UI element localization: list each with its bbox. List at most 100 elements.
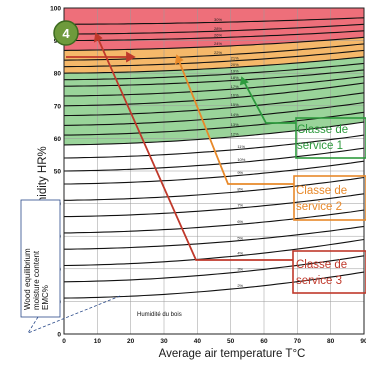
emc-curve-label-6pct: 6%	[237, 219, 243, 224]
x-axis-title: Average air temperature T°C	[159, 348, 306, 360]
x-tick-70: 70	[294, 338, 302, 345]
emc-curve-30pct	[64, 17, 365, 25]
service-class-2: Classe de service 2	[293, 175, 366, 221]
emc-curve-label-17pct: 17%	[231, 84, 239, 89]
service-class-3-label: Classe de service 3	[296, 259, 347, 287]
y-tick-80: 80	[54, 71, 62, 78]
emc-curve-label-30pct: 30%	[214, 17, 222, 22]
service-class-1-label: Classe de service 1	[297, 124, 348, 152]
emc-curve-label-28pct: 28%	[214, 26, 222, 31]
emc-curve-label-5pct: 5%	[237, 235, 243, 240]
arrow-class-3-head	[93, 32, 103, 43]
emc-curve-13pct	[64, 111, 365, 136]
moisture-curves: 2% 3% 4% 5% 6% 7% 8% 9% 10% 11% 12% 13% 14% 15% 16% 17%…	[63, 17, 365, 299]
emc-curve-label-24pct: 24%	[214, 41, 222, 46]
axes	[63, 7, 365, 335]
pointer-arrows	[66, 32, 296, 261]
service-class-1-box	[295, 117, 366, 159]
emc-curve-9pct	[64, 160, 365, 185]
y-tick-50: 50	[54, 169, 62, 176]
emc-curve-label-11pct: 11%	[237, 144, 245, 149]
emc-side-label-line-2: moisture content	[32, 250, 41, 310]
service-class-3: Classe de service 3	[292, 250, 366, 294]
arrow-class-1-head	[239, 76, 249, 86]
emc-side-label-line-1: Wood equilibrium	[23, 248, 32, 310]
x-tick-90: 90	[360, 338, 366, 345]
emc-side-label-line-3: EMC%	[41, 285, 50, 310]
emc-curve-label-4pct: 4%	[237, 250, 243, 255]
emc-curve-26pct	[64, 30, 365, 42]
emc-curve-12pct	[63, 121, 365, 146]
emc-curve-label-22pct: 22%	[214, 50, 222, 55]
x-tick-0: 0	[62, 338, 66, 345]
emc-side-label-box	[20, 199, 61, 318]
emc-curve-7pct	[64, 193, 365, 218]
emc-curve-label-8pct: 8%	[237, 186, 243, 191]
x-tick-labels: 0 10 20 30 40 50 60 70 80 90	[62, 338, 366, 345]
emc-curve-4pct	[63, 238, 365, 267]
plot-frame	[63, 7, 365, 335]
emc-curve-17pct	[63, 75, 365, 97]
emc-curve-label-14pct: 14%	[231, 112, 239, 117]
x-tick-80: 80	[327, 338, 335, 345]
arrow-90-percent-head	[126, 51, 136, 63]
emc-curve-label-18pct: 18%	[231, 75, 239, 80]
arrow-class-2	[176, 55, 294, 185]
emc-curve-10pct	[63, 147, 365, 172]
x-tick-60: 60	[260, 338, 268, 345]
emc-curve-14pct	[63, 101, 365, 126]
emc-curve-18pct	[64, 69, 365, 87]
emc-curve-label-26pct: 26%	[214, 32, 222, 37]
emc-curve-label-7pct: 7%	[237, 203, 243, 208]
emc-curve-5pct	[64, 225, 365, 250]
emc-curve-6pct	[64, 209, 365, 234]
service-class-3-box	[292, 250, 366, 294]
emc-side-label-text: Wood equilibriummoisture contentEMC%	[23, 248, 50, 310]
emc-curve-2pct	[63, 271, 365, 299]
y-tick-100: 100	[50, 6, 61, 13]
emc-curve-11pct	[63, 134, 365, 159]
cls3-line-1: Classe de	[296, 259, 347, 271]
service-class-2-box	[293, 175, 366, 221]
emc-curve-16pct	[63, 82, 365, 107]
emc-curve-label-9pct: 9%	[237, 170, 243, 175]
emc-curve-label-3pct: 3%	[237, 267, 243, 272]
emc-curve-label-16pct: 16%	[231, 92, 239, 97]
emc-curve-label-13pct: 13%	[231, 122, 239, 127]
inner-label: Humidité du bois	[137, 312, 182, 318]
emc-curve-label-10pct: 10%	[237, 157, 245, 162]
emc-curve-21pct	[63, 49, 365, 68]
emc-curve-label-15pct: 15%	[231, 102, 239, 107]
x-tick-40: 40	[194, 338, 202, 345]
emc-curve-label-19pct: 19%	[231, 69, 239, 74]
emc-curve-label-21pct: 21%	[231, 56, 239, 61]
cls3-line-2: service 3	[296, 275, 342, 287]
emc-curve-label-2pct: 2%	[237, 283, 243, 288]
emc-curve-15pct	[63, 92, 365, 117]
service-class-1: Classe de service 1	[295, 117, 366, 159]
arrow-class-1	[241, 77, 296, 124]
cls1-line-1: Classe de	[297, 124, 348, 136]
emc-curve-3pct	[63, 255, 365, 283]
x-tick-20: 20	[127, 338, 135, 345]
emc-side-connector	[27, 295, 121, 334]
emc-curve-8pct	[64, 176, 365, 201]
step-badge: 4	[53, 20, 79, 46]
step-badge-number: 4	[62, 26, 70, 41]
emc-curve-20pct	[63, 56, 365, 74]
x-tick-10: 10	[94, 338, 102, 345]
y-tick-70: 70	[54, 103, 62, 110]
x-tick-30: 30	[160, 338, 168, 345]
cls2-line-1: Classe de	[296, 185, 347, 197]
emc-curve-19pct	[64, 62, 365, 81]
emc-curve-label-12pct: 12%	[231, 132, 239, 137]
step-badge-circle	[53, 20, 79, 46]
arrow-class-3	[95, 33, 293, 261]
arrow-class-2-head	[174, 54, 184, 65]
y-tick-0: 0	[57, 332, 61, 339]
cls1-line-2: service 1	[297, 140, 343, 152]
emc-side-label: Wood equilibriummoisture contentEMC%	[20, 199, 121, 334]
cls2-line-2: service 2	[296, 201, 342, 213]
emc-curve-28pct	[63, 23, 365, 35]
